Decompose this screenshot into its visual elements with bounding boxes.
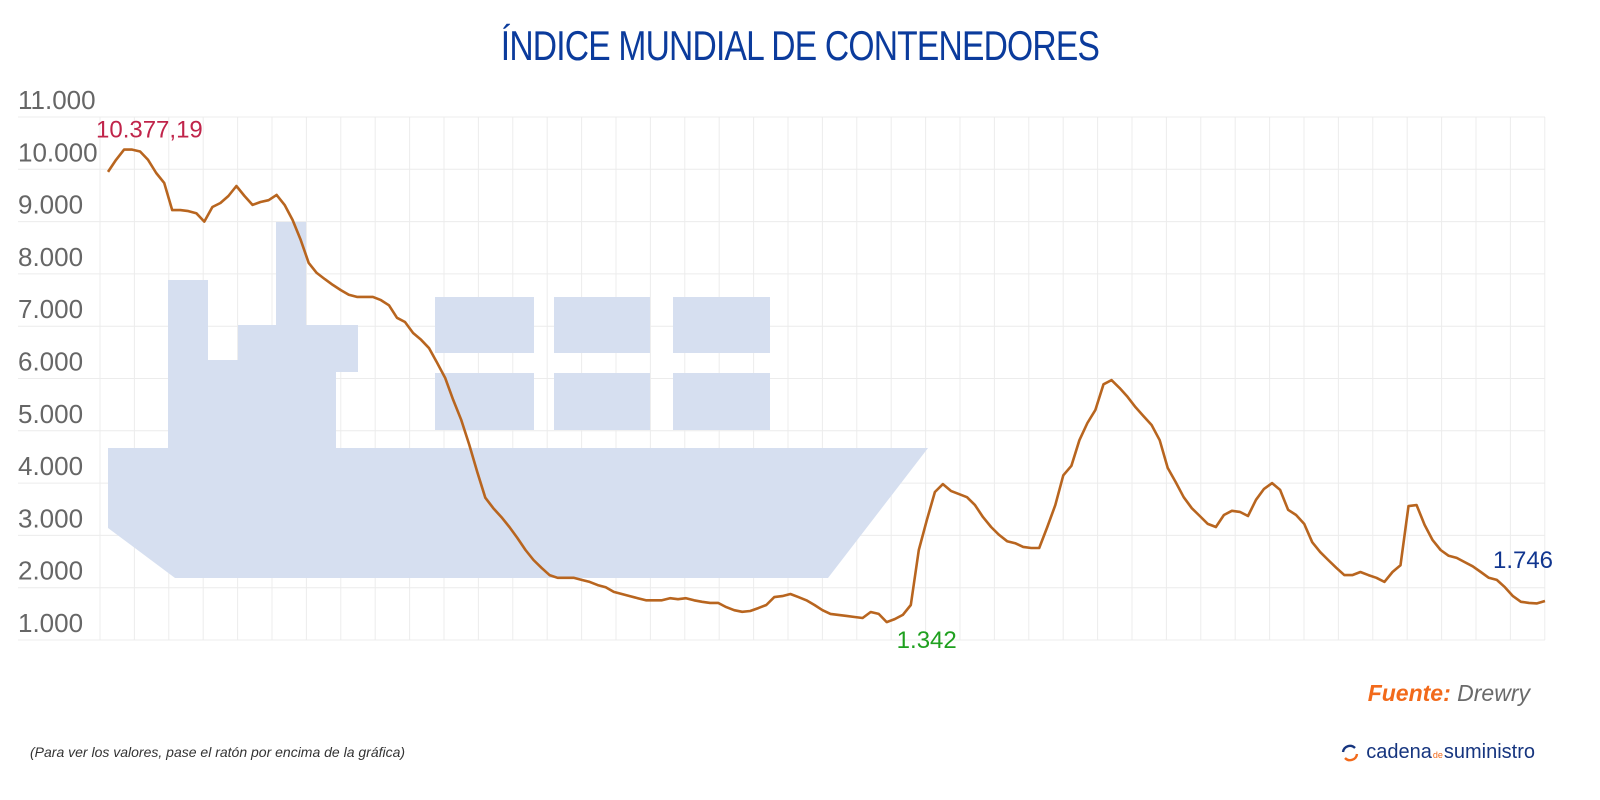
source-key: Fuente: <box>1367 680 1451 706</box>
container <box>435 373 534 430</box>
y-tick-label: 9.000 <box>18 190 83 220</box>
ship-cabin <box>238 325 358 372</box>
container <box>673 297 770 353</box>
ship-hull <box>108 448 928 578</box>
refresh-arrows-icon <box>1342 744 1359 761</box>
y-axis: 1.000 2.000 3.000 4.000 5.000 6.000 7.000 8.000… <box>18 85 98 638</box>
container <box>554 373 650 430</box>
y-tick-label: 3.000 <box>18 503 83 533</box>
brand-logo[interactable]: cadenadesuministro <box>1340 741 1535 764</box>
y-tick-label: 7.000 <box>18 294 83 324</box>
container <box>554 297 650 353</box>
brand-part1: cadena <box>1366 741 1432 763</box>
data-label: 1.746 <box>1493 547 1553 574</box>
chart-title: ÍNDICE MUNDIAL DE CONTENEDORES <box>0 22 1600 70</box>
hover-hint: (Para ver los valores, pase el ratón por… <box>30 744 406 760</box>
brand-part2: de <box>1432 750 1443 760</box>
source-note: Fuente: Drewry <box>1368 680 1530 707</box>
annotations: 10.377,19 1.342 1.746 <box>96 117 1553 655</box>
data-label: 10.377,19 <box>96 117 203 144</box>
y-tick-label: 1.000 <box>18 608 83 638</box>
brand-part3: suministro <box>1443 741 1535 763</box>
source-value: Drewry <box>1457 680 1530 706</box>
y-tick-label: 8.000 <box>18 242 83 272</box>
ship-deck-low <box>208 360 238 448</box>
data-label: 1.342 <box>897 627 957 654</box>
y-tick-label: 5.000 <box>18 399 83 429</box>
ship-cabin-base <box>238 372 336 448</box>
y-tick-label: 4.000 <box>18 451 83 481</box>
chart-title-text: ÍNDICE MUNDIAL DE CONTENEDORES <box>500 22 1100 69</box>
series-line[interactable] <box>106 148 1546 624</box>
container-ship-icon <box>108 222 928 578</box>
y-tick-label: 10.000 <box>18 137 98 167</box>
y-tick-label: 6.000 <box>18 347 83 377</box>
y-tick-label: 2.000 <box>18 556 83 586</box>
container <box>673 373 770 430</box>
y-tick-label: 11.000 <box>18 85 96 115</box>
container <box>435 297 534 353</box>
ship-funnel <box>276 222 306 325</box>
ship-bridge <box>168 280 208 448</box>
